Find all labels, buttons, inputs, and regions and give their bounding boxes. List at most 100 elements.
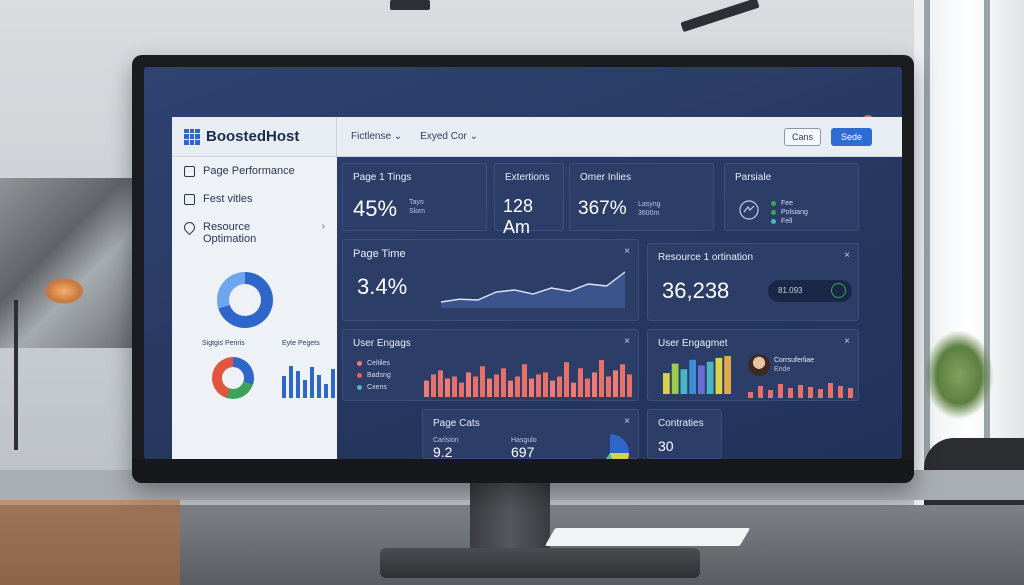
book-icon xyxy=(184,194,195,205)
bar xyxy=(571,382,576,397)
bar xyxy=(838,386,843,398)
bar xyxy=(724,356,731,394)
paper-sheet xyxy=(544,528,751,546)
bar xyxy=(501,368,506,397)
bar xyxy=(445,378,450,397)
sidebar-item-resource-optimation[interactable]: Resource Optimation › xyxy=(172,213,337,253)
lamp-pole xyxy=(14,300,18,450)
card-title: User Engags xyxy=(353,338,411,349)
bar xyxy=(627,374,632,397)
ceiling-light-right xyxy=(680,0,760,33)
bar xyxy=(494,374,499,397)
card-value: 128 Am xyxy=(503,196,534,237)
monitor-stand-neck xyxy=(470,475,550,555)
top-menu: Fictlense ⌄ Exyed Cor ⌄ xyxy=(337,131,478,142)
card-value: 45% xyxy=(353,196,398,221)
sidebar-item-label: Fest vitles xyxy=(203,193,253,205)
donut-chart-small xyxy=(212,357,254,399)
bar xyxy=(808,387,813,398)
close-icon[interactable]: × xyxy=(624,336,630,347)
card-other-times[interactable]: Omer Inlies 367% Lasyng 3600m xyxy=(569,163,714,231)
bar xyxy=(798,385,803,398)
close-icon[interactable]: × xyxy=(624,246,630,257)
mini-bar xyxy=(331,369,335,398)
legend-row: Fee xyxy=(771,200,793,207)
bar xyxy=(487,378,492,397)
card-title: Extertions xyxy=(505,172,550,183)
card-value: 36,238 xyxy=(662,278,730,303)
bar xyxy=(508,380,513,397)
card-title: Page 1 Tings xyxy=(353,172,412,183)
mini-bar xyxy=(317,374,321,398)
bar xyxy=(698,365,705,394)
bar xyxy=(715,357,723,394)
card-page-cats[interactable]: Page Cats × Carlsion 9.2 Hasgulo 697 xyxy=(422,409,639,459)
wall-art xyxy=(0,178,140,348)
card-value: 3.4% xyxy=(357,274,408,299)
menu-item-2[interactable]: Exyed Cor ⌄ xyxy=(420,131,479,142)
line-chart xyxy=(440,271,626,308)
bar xyxy=(788,388,793,398)
close-icon[interactable]: × xyxy=(844,250,850,261)
lamp-glow xyxy=(44,278,84,304)
app-logo[interactable]: BoostedHost xyxy=(172,117,337,156)
legend-row: Celtiles xyxy=(357,360,390,367)
stat-value: 697 xyxy=(511,444,535,459)
sidebar-item-page-performance[interactable]: Page Performance xyxy=(172,157,337,185)
bar xyxy=(515,376,520,397)
bar xyxy=(480,366,485,397)
sidebar-label-1: Sigtgis Penris xyxy=(202,340,245,347)
bar xyxy=(818,389,823,398)
mini-bar xyxy=(310,367,314,398)
bar xyxy=(680,369,688,394)
topbar: BoostedHost Fictlense ⌄ Exyed Cor ⌄ Cans… xyxy=(172,117,902,157)
bar xyxy=(585,378,590,397)
monitor-bezel xyxy=(132,459,914,483)
stat-label: Hasgulo xyxy=(511,437,537,444)
mini-bar xyxy=(296,371,300,398)
card-title: Resource 1 ortination xyxy=(658,252,754,263)
ceiling-light-left xyxy=(390,0,430,10)
sidebar-label-2: Eyte Pegets xyxy=(282,340,320,347)
status-pill: 81.093 xyxy=(768,280,852,302)
save-button[interactable]: Sede xyxy=(830,127,872,146)
card-partialte[interactable]: Parsiale Fee Polsiang Fell xyxy=(724,163,859,231)
bar xyxy=(671,363,679,394)
card-title: Omer Inlies xyxy=(580,172,632,183)
monitor-stand-base xyxy=(380,548,700,578)
screen: ‹ › ▭ ◷ BoostedHost Fictlense ⌄ Exyed Co… xyxy=(144,67,902,459)
stat-label: Carlsion xyxy=(433,437,459,444)
bar xyxy=(748,392,753,398)
sidebar: Page Performance Fest vitles Resource Op… xyxy=(172,157,337,459)
bar xyxy=(758,386,763,398)
card-page-timings[interactable]: Page 1 Tings 45% Tayo Slom xyxy=(342,163,487,231)
menu-item-1[interactable]: Fictlense ⌄ xyxy=(351,131,403,142)
person-avatar xyxy=(748,354,770,376)
bar xyxy=(466,372,471,397)
cancel-button[interactable]: Cans xyxy=(783,127,821,146)
card-user-engagement-1[interactable]: User Engags × Celtiles Badsng Cxens xyxy=(342,329,639,401)
bar xyxy=(848,388,853,398)
bar xyxy=(828,383,833,398)
card-user-engagement-2[interactable]: User Engagmet × Corrsuferliae Ende xyxy=(647,329,859,401)
bar xyxy=(663,373,670,394)
card-title: Contraties xyxy=(658,418,704,429)
card-value: 367% xyxy=(578,198,627,219)
bar xyxy=(778,384,783,398)
close-icon[interactable]: × xyxy=(624,416,630,427)
card-value: 30 xyxy=(658,438,674,454)
bar-chart-small xyxy=(748,383,853,398)
mini-bar xyxy=(282,376,286,398)
app-name: BoostedHost xyxy=(206,128,300,145)
card-title: User Engagmet xyxy=(658,338,728,349)
sidebar-item-fest-vitles[interactable]: Fest vitles xyxy=(172,185,337,213)
gauge-chart xyxy=(591,434,629,459)
card-page-time[interactable]: Page Time × 3.4% xyxy=(342,239,639,321)
mini-bar xyxy=(303,380,307,398)
refresh-icon[interactable] xyxy=(831,283,846,298)
card-extentions[interactable]: Extertions 128 Am xyxy=(494,163,564,237)
card-resource-optimation[interactable]: Resource 1 ortination × 36,238 81.093 xyxy=(647,243,859,321)
card-contraties[interactable]: Contraties 30 xyxy=(647,409,722,459)
bar-chart-gradient xyxy=(663,356,731,394)
close-icon[interactable]: × xyxy=(844,336,850,347)
